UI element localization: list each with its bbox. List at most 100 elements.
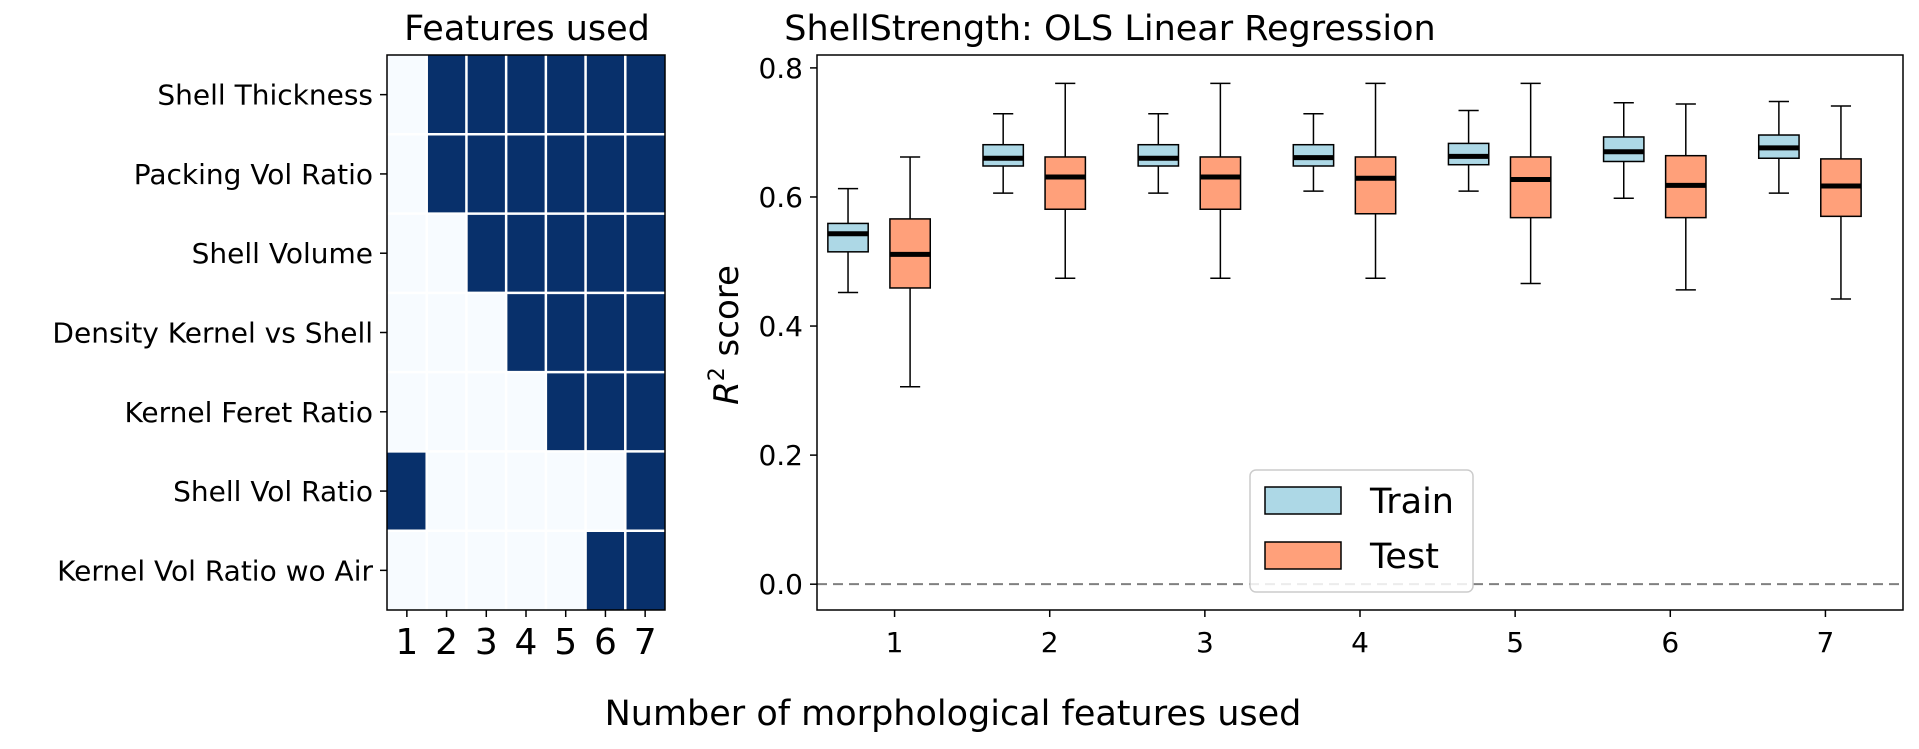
heatmap-column-label: 5 [554,622,577,663]
heatmap-cell [585,292,626,373]
heatmap-cell [625,134,665,214]
heatmap-cell [387,213,427,293]
box-plot-panel: ShellStrength: OLS Linear Regression 0.0… [705,9,1904,659]
heatmap-cell [426,134,467,214]
heatmap-cell [585,55,626,135]
x-axis-tick-label: 4 [1351,626,1369,659]
box-series-train [827,100,1800,294]
heatmap-cell [387,292,427,373]
heatmap-column-label: 3 [475,622,498,663]
heatmap-cell [506,372,546,452]
x-axis-tick-label: 7 [1817,626,1835,659]
figure-x-axis-label: Number of morphological features used [605,694,1302,734]
heatmap-cell [506,213,546,293]
y-axis-label-rest: score [707,265,747,367]
x-axis-tick-label: 1 [886,626,904,659]
y-axis-label: R2 score [705,265,747,405]
heatmap-cell [585,213,626,293]
box-iqr [1199,156,1242,210]
heatmap-row-label: Shell Volume [192,237,373,270]
heatmap-cell [466,451,507,531]
heatmap-cell [426,292,467,373]
heatmap-cell [545,292,586,373]
y-axis-ticks: 0.0 0.2 0.4 0.6 0.8 [758,52,817,601]
x-axis-tick-label: 6 [1661,626,1679,659]
box-iqr [1354,156,1397,215]
y-axis-tick-label: 0.6 [758,181,803,214]
heatmap-cell [506,451,546,531]
heatmap-row-label: Packing Vol Ratio [134,158,373,191]
heatmap-cell [426,55,467,135]
y-axis-tick-label: 0.0 [758,568,803,601]
heatmap-column-label: 4 [515,622,538,663]
x-axis-tick-label: 3 [1196,626,1214,659]
heatmap-cell [545,372,586,452]
y-axis-label-superscript: 2 [705,367,730,381]
heatmap-cell [625,55,665,135]
heatmap-cell [387,530,427,610]
legend-train-swatch [1264,486,1342,515]
heatmap-column-label: 7 [634,622,657,663]
y-axis-tick-label: 0.4 [758,310,803,343]
y-axis-label-main: R [707,381,747,405]
heatmap-row-labels: Shell Thickness Packing Vol Ratio Shell Vo… [52,79,387,587]
heatmap-cell [387,451,427,531]
heatmap-cell [625,292,665,373]
heatmap-cell [506,55,546,135]
box-series [827,82,1862,388]
heatmap-column-label: 6 [594,622,617,663]
box-iqr [982,143,1025,167]
heatmap-cell [545,530,586,610]
heatmap-cell [466,213,507,293]
heatmap-cell [426,530,467,610]
box-iqr [1137,143,1180,167]
heatmap-cell [545,55,586,135]
heatmap-cell [426,451,467,531]
box-iqr [1602,136,1645,163]
y-axis-tick-label: 0.2 [758,439,803,472]
box-series-test [889,82,1862,388]
heatmap-cell [466,530,507,610]
heatmap-cell [387,55,427,135]
heatmap-cell [506,530,546,610]
heatmap-cell [545,213,586,293]
heatmap-row-label: Density Kernel vs Shell [52,317,373,350]
heatmap-row-label: Shell Thickness [157,79,373,112]
heatmap-cell [466,292,507,373]
legend: Train Test [1249,469,1474,593]
x-axis-tick-label: 2 [1041,626,1059,659]
legend-test-label: Test [1369,537,1439,577]
heatmap-grid [387,55,665,610]
box-iqr [1509,156,1552,219]
heatmap-cell [545,134,586,214]
box-iqr [1044,156,1087,210]
heatmap-row-label: Shell Vol Ratio [173,475,373,508]
box-iqr [827,222,869,253]
heatmap-cell [545,451,586,531]
heatmap-cells [387,55,665,610]
heatmap-column-label: 1 [395,622,418,663]
heatmap-cell [506,134,546,214]
legend-test-swatch [1264,541,1342,570]
heatmap-cell [506,292,546,373]
heatmap-cell [466,134,507,214]
feature-heatmap-panel: Features used Shell Thickness Packing Vol… [52,9,666,663]
heatmap-row-label: Kernel Vol Ratio wo Air [57,554,373,587]
heatmap-frame [386,54,666,611]
heatmap-row-label: Kernel Feret Ratio [124,396,373,429]
box-plot-frame [816,54,1904,611]
y-axis-tick-label: 0.8 [758,52,803,85]
heatmap-cell [585,372,626,452]
x-axis-tick-label: 5 [1506,626,1524,659]
heatmap-cell [625,213,665,293]
heatmap-title: Features used [404,9,650,49]
heatmap-cell [387,372,427,452]
heatmap-cell [625,372,665,452]
box-plot-title: ShellStrength: OLS Linear Regression [784,9,1435,49]
heatmap-cell [625,451,665,531]
heatmap-cell [426,213,467,293]
heatmap-cell [466,55,507,135]
heatmap-cell [585,451,626,531]
